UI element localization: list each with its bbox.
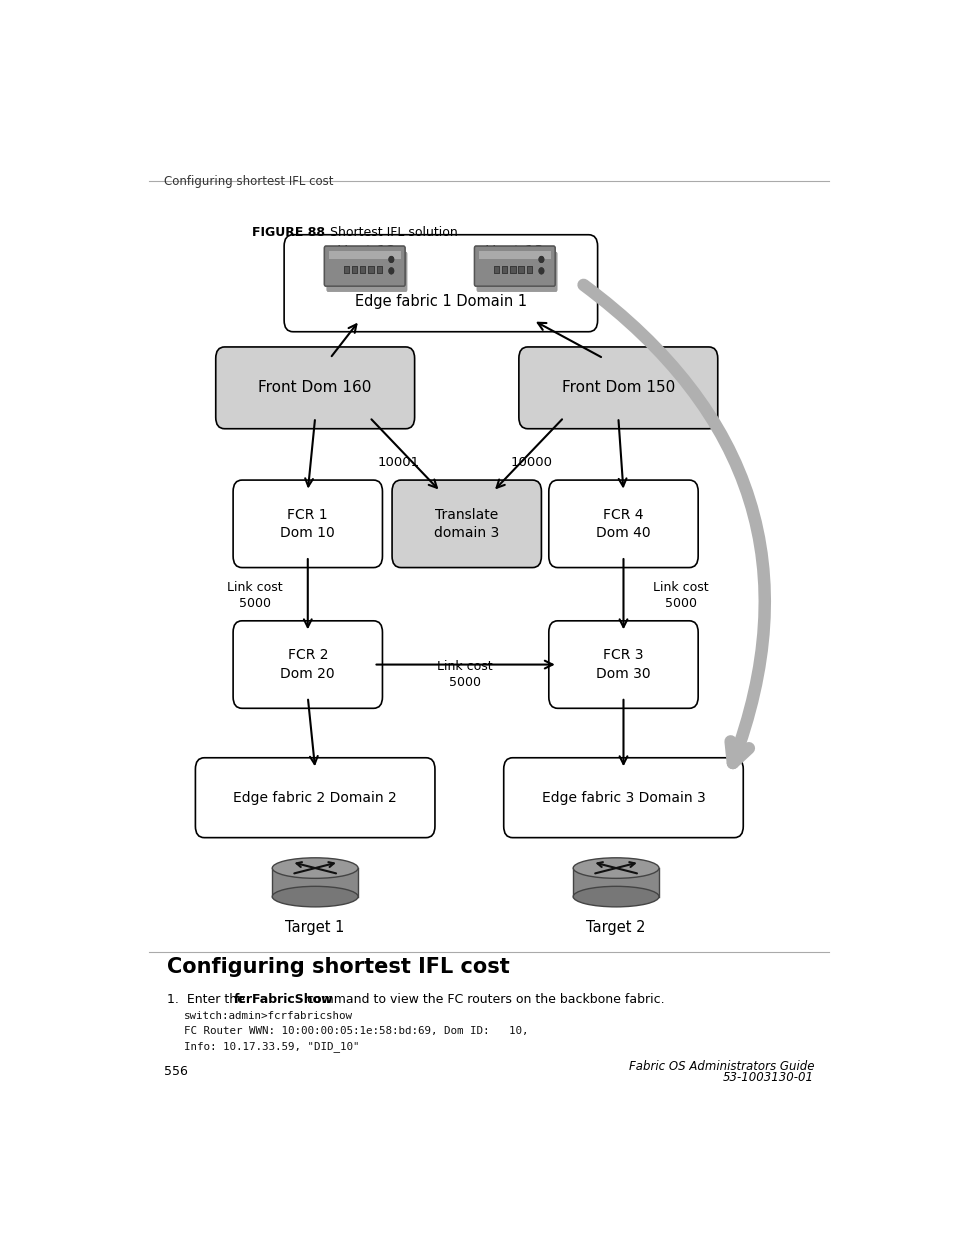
FancyBboxPatch shape [476, 252, 557, 291]
Text: Link cost
5000: Link cost 5000 [227, 580, 282, 610]
FancyBboxPatch shape [476, 252, 557, 291]
Text: Edge fabric 2 Domain 2: Edge fabric 2 Domain 2 [233, 790, 396, 805]
FancyBboxPatch shape [326, 252, 407, 291]
Bar [494, 266, 498, 273]
FancyBboxPatch shape [233, 621, 382, 709]
Bar [344, 266, 349, 273]
FancyBboxPatch shape [474, 246, 555, 287]
Bar [352, 266, 357, 273]
FancyBboxPatch shape [284, 235, 597, 332]
Bar [510, 266, 515, 273]
Text: Link cost
5000: Link cost 5000 [437, 659, 493, 689]
Bar [376, 266, 381, 273]
Bar [501, 266, 507, 273]
Bar [478, 251, 550, 259]
Bar [368, 266, 374, 273]
Circle shape [389, 268, 394, 274]
Text: FCR 2
Dom 20: FCR 2 Dom 20 [280, 648, 335, 680]
Text: Configuring shortest IFL cost: Configuring shortest IFL cost [167, 957, 510, 977]
Text: Fabric OS Administrators Guide: Fabric OS Administrators Guide [628, 1060, 813, 1072]
Bar [368, 266, 374, 273]
Circle shape [538, 257, 543, 262]
Bar [478, 251, 550, 259]
Circle shape [538, 268, 543, 274]
Text: Edge fabric 3 Domain 3: Edge fabric 3 Domain 3 [541, 790, 704, 805]
Text: 1.  Enter the: 1. Enter the [167, 993, 249, 1005]
Text: Front Dom 150: Front Dom 150 [561, 380, 674, 395]
Bar [573, 868, 659, 897]
FancyBboxPatch shape [195, 758, 435, 837]
Circle shape [389, 257, 394, 262]
Text: Host 13: Host 13 [485, 246, 544, 261]
Bar [272, 868, 357, 897]
Ellipse shape [573, 887, 659, 906]
FancyBboxPatch shape [326, 252, 407, 291]
Bar [376, 266, 381, 273]
Circle shape [538, 268, 543, 274]
Circle shape [538, 257, 543, 262]
Bar [329, 251, 400, 259]
FancyBboxPatch shape [233, 480, 382, 568]
Bar [494, 266, 498, 273]
Bar [518, 266, 523, 273]
Bar [344, 266, 349, 273]
Text: FCR 3
Dom 30: FCR 3 Dom 30 [596, 648, 650, 680]
Text: 10001: 10001 [377, 456, 419, 468]
Bar [501, 266, 507, 273]
FancyBboxPatch shape [324, 246, 405, 287]
FancyBboxPatch shape [215, 347, 415, 429]
Text: Link cost
5000: Link cost 5000 [653, 580, 708, 610]
Circle shape [389, 257, 394, 262]
Bar [360, 266, 365, 273]
Bar [360, 266, 365, 273]
FancyBboxPatch shape [548, 480, 698, 568]
Text: 10000: 10000 [510, 456, 552, 468]
Ellipse shape [272, 858, 357, 878]
Bar [352, 266, 357, 273]
Bar [526, 266, 531, 273]
Bar [510, 266, 515, 273]
Text: 53-1003130-01: 53-1003130-01 [722, 1071, 813, 1084]
Text: 556: 556 [164, 1066, 188, 1078]
Bar [526, 266, 531, 273]
Text: Shortest IFL solution: Shortest IFL solution [330, 226, 457, 240]
Ellipse shape [573, 858, 659, 878]
Text: Target 1: Target 1 [285, 920, 344, 935]
FancyBboxPatch shape [548, 621, 698, 709]
Text: Info: 10.17.33.59, "DID_10": Info: 10.17.33.59, "DID_10" [184, 1041, 359, 1052]
Text: FCR 4
Dom 40: FCR 4 Dom 40 [596, 508, 650, 540]
Text: FCR 1
Dom 10: FCR 1 Dom 10 [280, 508, 335, 540]
Text: Target 2: Target 2 [586, 920, 645, 935]
Text: switch:admin>fcrfabricshow: switch:admin>fcrfabricshow [184, 1010, 353, 1020]
Text: Configuring shortest IFL cost: Configuring shortest IFL cost [164, 175, 333, 188]
Text: Translate
domain 3: Translate domain 3 [434, 508, 498, 540]
FancyBboxPatch shape [503, 758, 742, 837]
Text: Front Dom 160: Front Dom 160 [258, 380, 372, 395]
Text: FC Router WWN: 10:00:00:05:1e:58:bd:69, Dom ID:   10,: FC Router WWN: 10:00:00:05:1e:58:bd:69, … [184, 1026, 528, 1036]
Bar [329, 251, 400, 259]
Text: fcrFabricShow: fcrFabricShow [233, 993, 334, 1005]
Text: FIGURE 88: FIGURE 88 [252, 226, 325, 240]
Text: Host 12: Host 12 [337, 246, 396, 261]
Bar [518, 266, 523, 273]
Ellipse shape [272, 887, 357, 906]
Text: command to view the FC routers on the backbone fabric.: command to view the FC routers on the ba… [302, 993, 663, 1005]
Text: Edge fabric 1 Domain 1: Edge fabric 1 Domain 1 [355, 294, 526, 309]
FancyBboxPatch shape [324, 246, 405, 287]
FancyBboxPatch shape [518, 347, 717, 429]
Circle shape [389, 268, 394, 274]
FancyBboxPatch shape [392, 480, 541, 568]
FancyBboxPatch shape [474, 246, 555, 287]
